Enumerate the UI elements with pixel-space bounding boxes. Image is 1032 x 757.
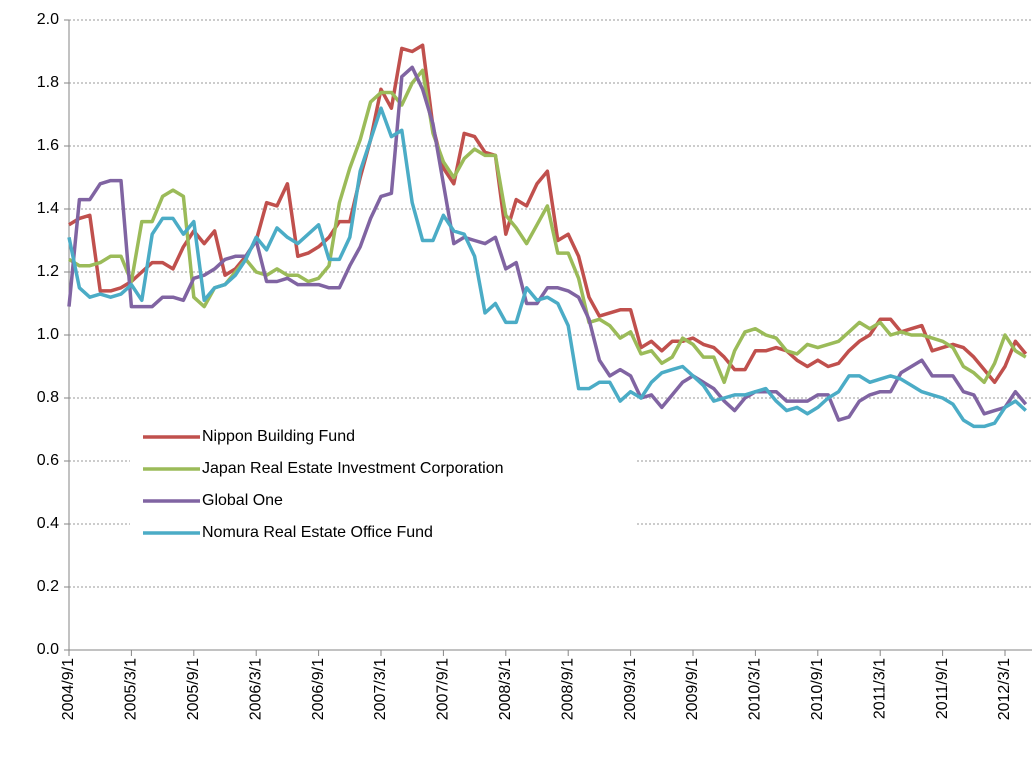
legend-label: Nippon Building Fund — [202, 428, 355, 445]
x-tick-label: 2007/3/1 — [372, 658, 389, 720]
y-tick-label: 0.0 — [37, 641, 59, 658]
x-tick-label: 2008/3/1 — [497, 658, 514, 720]
y-tick-label: 0.8 — [37, 389, 59, 406]
x-tick-label: 2006/9/1 — [310, 658, 327, 720]
y-tick-label: 1.2 — [37, 263, 59, 280]
x-tick-label: 2011/3/1 — [871, 658, 888, 719]
y-tick-label: 0.2 — [37, 578, 59, 595]
legend-label: Japan Real Estate Investment Corporation — [202, 460, 504, 477]
y-tick-label: 2.0 — [37, 11, 59, 28]
series-line — [67, 65, 1028, 422]
x-tick-label: 2010/3/1 — [747, 658, 764, 720]
series-line — [68, 68, 1027, 385]
x-tick-label: 2010/9/1 — [809, 658, 826, 720]
x-tick-label: 2009/9/1 — [684, 658, 701, 720]
x-tick-label: 2012/3/1 — [996, 658, 1013, 720]
y-tick-label: 1.6 — [37, 137, 59, 154]
y-tick-label: 1.0 — [37, 326, 59, 343]
legend-box — [130, 420, 635, 585]
x-tick-label: 2004/9/1 — [60, 658, 77, 720]
x-tick-label: 2011/9/1 — [934, 658, 951, 719]
x-tick-label: 2006/3/1 — [247, 658, 264, 720]
x-tick-label: 2007/9/1 — [435, 658, 452, 720]
x-tick-label: 2009/3/1 — [622, 658, 639, 720]
series-line — [68, 43, 1028, 385]
x-tick-label: 2005/9/1 — [185, 658, 202, 720]
series-line — [67, 106, 1027, 429]
legend-label: Nomura Real Estate Office Fund — [202, 524, 433, 541]
y-tick-label: 1.8 — [37, 74, 59, 91]
x-tick-label: 2005/3/1 — [123, 658, 140, 720]
legend-label: Global One — [202, 492, 283, 509]
legend: Nippon Building Fund Japan Real Estate In… — [130, 420, 635, 585]
y-tick-label: 0.4 — [37, 515, 59, 532]
x-tick-label: 2008/9/1 — [559, 658, 576, 720]
y-tick-label: 0.6 — [37, 452, 59, 469]
y-tick-label: 1.4 — [37, 200, 59, 217]
